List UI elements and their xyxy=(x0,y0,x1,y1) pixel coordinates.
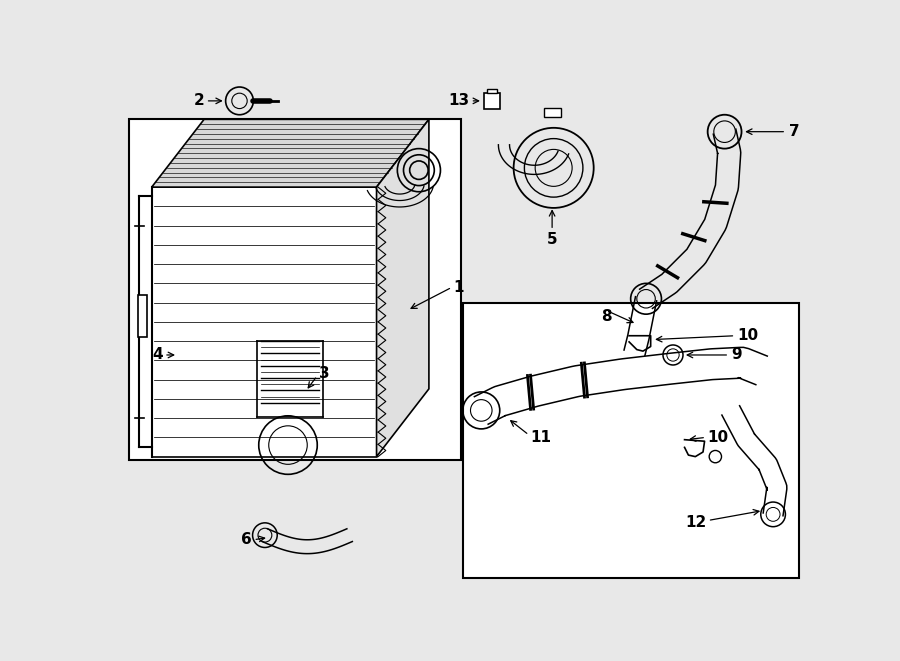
Polygon shape xyxy=(376,120,429,457)
Text: 5: 5 xyxy=(547,232,557,247)
Text: 8: 8 xyxy=(600,309,611,324)
Text: 10: 10 xyxy=(707,430,729,445)
Text: 13: 13 xyxy=(448,93,469,108)
Text: 1: 1 xyxy=(454,280,464,295)
Text: 6: 6 xyxy=(241,532,252,547)
Bar xyxy=(487,89,498,93)
Bar xyxy=(544,108,562,117)
Text: 2: 2 xyxy=(194,93,204,108)
Text: 9: 9 xyxy=(731,348,742,362)
Text: 11: 11 xyxy=(530,430,552,445)
Bar xyxy=(463,303,798,578)
Text: 4: 4 xyxy=(152,348,163,362)
Text: 12: 12 xyxy=(685,514,706,529)
Text: 10: 10 xyxy=(737,329,758,343)
Bar xyxy=(484,93,500,108)
Text: 7: 7 xyxy=(788,124,799,139)
Bar xyxy=(138,295,147,337)
Text: 3: 3 xyxy=(319,366,329,381)
Bar xyxy=(129,120,461,459)
Polygon shape xyxy=(152,120,429,187)
